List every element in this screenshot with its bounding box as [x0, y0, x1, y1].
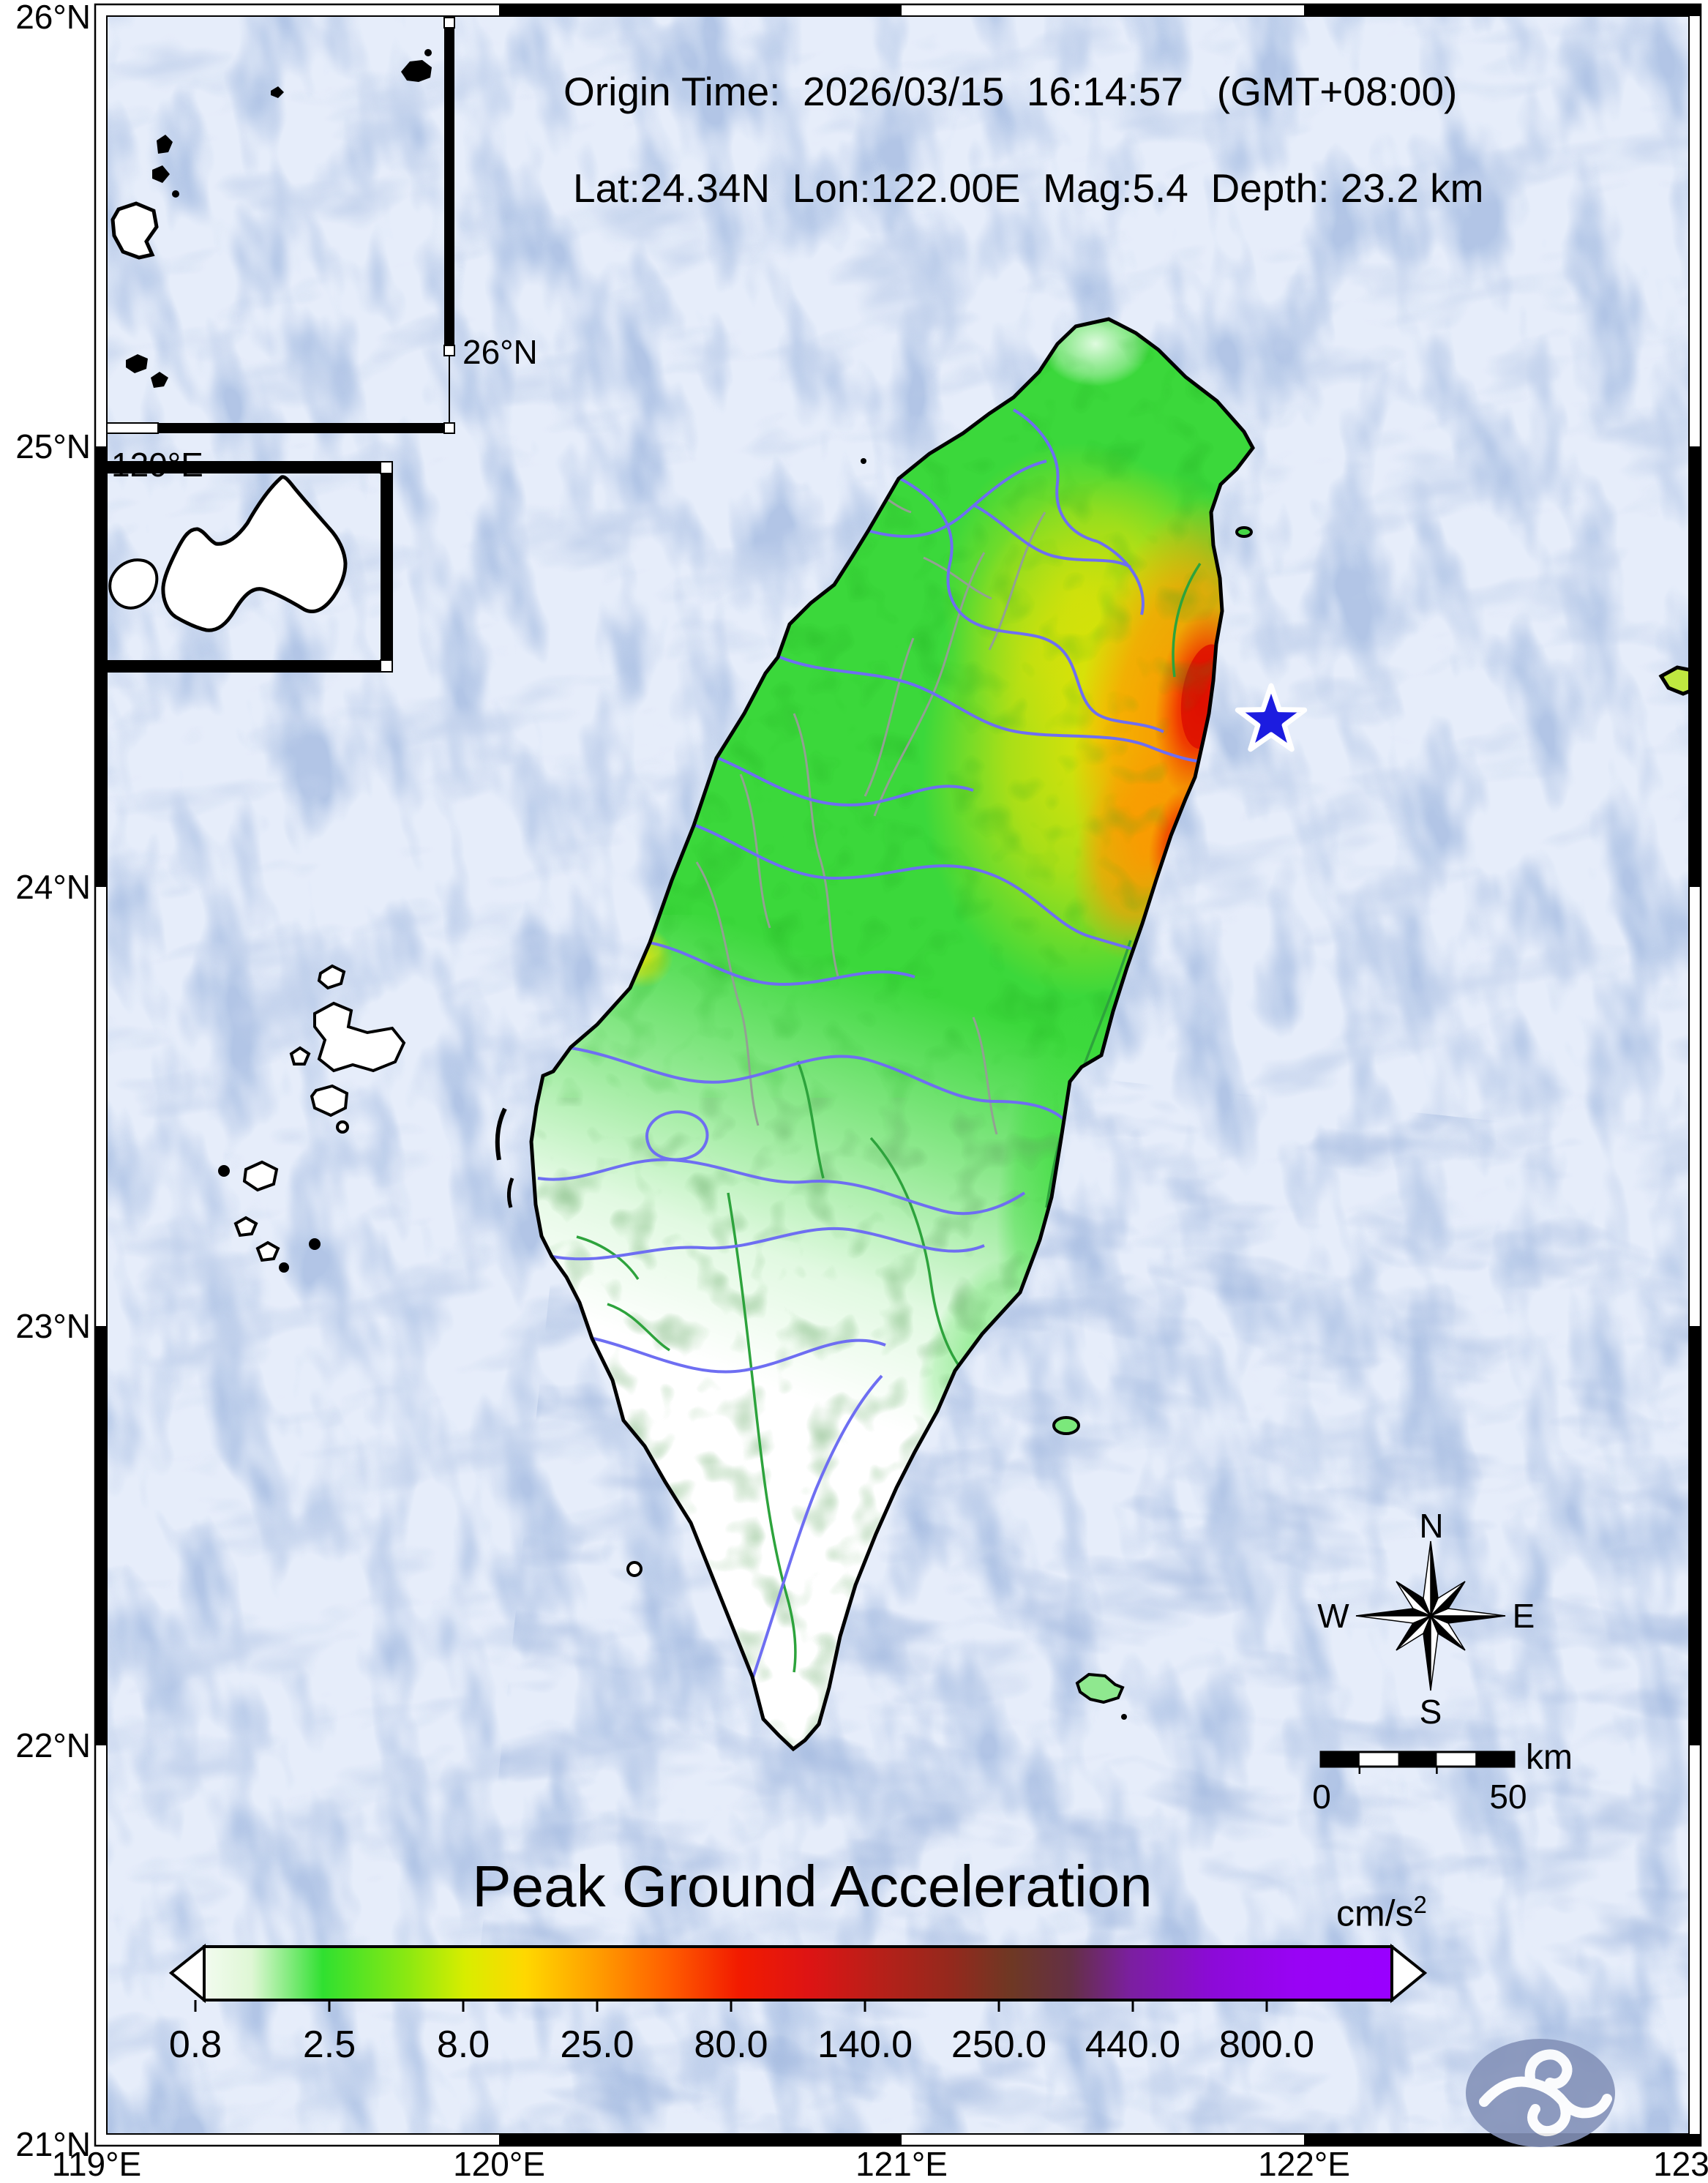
- scale-bar: [1319, 1750, 1516, 1774]
- hypocenter-title: Lat:24.34N Lon:122.00E Mag:5.4 Depth: 23…: [573, 165, 1484, 211]
- colorbar-unit-exponent: 2: [1413, 1891, 1427, 1918]
- xiaoliuqiu-island: [626, 1561, 643, 1577]
- origin-time-title: Origin Time: 2026/03/15 16:14:57 (GMT+08…: [563, 69, 1458, 114]
- kinmen-island: [161, 475, 348, 632]
- ridge-lines: [695, 467, 1046, 1135]
- inset-matsu-right-band: [444, 28, 454, 345]
- colorbar-title: Peak Ground Acceleration: [472, 1854, 1153, 1919]
- colorbar-tick-5: 140.0: [817, 2023, 913, 2066]
- colorbar-tick-1: 2.5: [302, 2023, 356, 2066]
- colorbar-unit: cm/s2: [1336, 1892, 1427, 1932]
- offshore-islands: [495, 458, 1253, 1720]
- inset-kinmen: [106, 461, 393, 673]
- inset-kinmen-bottom-band: [107, 660, 381, 672]
- yonaguni-island: [1658, 665, 1689, 696]
- orchid-island: [1075, 1672, 1125, 1704]
- colorbar-tick-6: 250.0: [951, 2023, 1047, 2066]
- penghu-islands: [218, 964, 406, 1273]
- inset-matsu-bottom-band: [158, 423, 444, 433]
- lat-label-25n: 25°N: [15, 427, 91, 465]
- lon-label-121e: 121°E: [855, 2145, 948, 2183]
- colorbar-tick-2: 8.0: [436, 2023, 490, 2066]
- scale-unit-label: km: [1526, 1738, 1573, 1777]
- lon-label-122e: 122°E: [1258, 2145, 1350, 2183]
- colorbar-left-arrow: [168, 1943, 206, 2004]
- sandbar: [495, 1107, 507, 1161]
- lat-label-24n: 24°N: [15, 868, 91, 906]
- colorbar-tick-0: 0.8: [168, 2023, 222, 2066]
- lat-label-23n: 23°N: [15, 1307, 91, 1345]
- matsu-islands: [111, 49, 432, 388]
- lieyu-island: [108, 558, 159, 610]
- colorbar-tick-3: 25.0: [560, 2023, 634, 2066]
- colorbar-right-arrow: [1390, 1943, 1428, 2004]
- compass-east-label: E: [1512, 1597, 1535, 1635]
- inset-matsu-lon-label: 120°E: [111, 446, 203, 484]
- lat-label-22n: 22°N: [15, 1726, 91, 1764]
- epicenter-star: [1235, 683, 1308, 752]
- county-boundaries: [537, 408, 1210, 1678]
- guishan-island: [1235, 526, 1253, 538]
- colorbar-ticks-marks: [194, 2000, 1268, 2012]
- lon-label-119e: 119°E: [51, 2145, 142, 2183]
- frame-degree-bands: [95, 4, 1701, 2146]
- inset-matsu-lat-label: 26°N: [462, 333, 538, 371]
- lat-label-21n: 21°N: [15, 2125, 91, 2163]
- compass-rose: [1355, 1540, 1506, 1691]
- lat-label-26n: 26°N: [15, 0, 91, 36]
- colorbar-tick-7: 440.0: [1085, 2023, 1181, 2066]
- inset-kinmen-top-band: [107, 462, 381, 473]
- colorbar-tick-4: 80.0: [694, 2023, 768, 2066]
- inset-kinmen-right-band: [381, 473, 392, 660]
- compass-north-label: N: [1419, 1507, 1444, 1545]
- compass-west-label: W: [1317, 1597, 1349, 1635]
- colorbar-tick-8: 800.0: [1218, 2023, 1315, 2066]
- compass-south-label: S: [1419, 1693, 1442, 1731]
- lon-label-123e: 123°E: [1653, 2145, 1708, 2183]
- scale-fifty-label: 50: [1489, 1778, 1527, 1816]
- cwb-logo: [1466, 2039, 1615, 2147]
- green-island: [1052, 1416, 1080, 1435]
- colorbar: [168, 1943, 1428, 2012]
- map-frame: [94, 3, 1702, 2147]
- inset-matsu: [106, 15, 455, 434]
- scale-zero-label: 0: [1312, 1778, 1331, 1816]
- lon-label-120e: 120°E: [453, 2145, 545, 2183]
- cwb-wave-icon: [1479, 2049, 1612, 2137]
- colorbar-unit-base: cm/s: [1336, 1892, 1414, 1934]
